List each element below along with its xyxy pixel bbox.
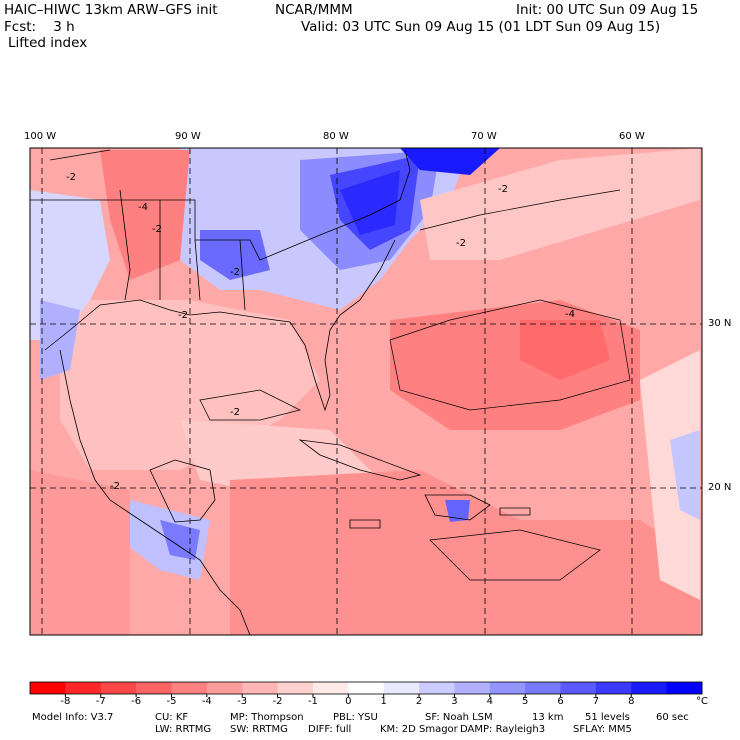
colorbar-swatch <box>348 682 385 694</box>
forecast-hour: Fcst: 3 h <box>4 19 75 35</box>
colorbar-swatch <box>65 682 102 694</box>
contour-label: -2 <box>152 224 162 235</box>
valid-time: Valid: 03 UTC Sun 09 Aug 15 (01 LDT Sun … <box>301 19 661 35</box>
colorbar-tick-label: 3 <box>451 696 458 707</box>
footer-timestep: 60 sec <box>656 712 689 723</box>
colorbar-tick-label: 2 <box>415 696 423 707</box>
contour-label: -2 <box>110 481 120 492</box>
colorbar-tick-label: 0 <box>345 696 352 707</box>
footer-sw: SW: RRTMG <box>230 724 288 735</box>
organization: NCAR/MMM <box>275 2 353 18</box>
colorbar-swatch <box>560 682 597 694</box>
colorbar-swatch <box>489 682 526 694</box>
footer-sflay: SFLAY: MM5 <box>573 724 632 735</box>
colorbar-swatch <box>206 682 243 694</box>
contour-label-group: -2 -4 -2 -2 -2 -2 -2 -4 -2 -2 <box>66 172 575 492</box>
colorbar-tick-label: -6 <box>131 696 142 707</box>
contour-lines <box>49 149 631 581</box>
contour-label: -2 <box>456 238 466 249</box>
colorbar-tick-label: -5 <box>166 696 177 707</box>
footer-diff: DIFF: full <box>308 724 352 735</box>
colorbar-tick-label: -1 <box>307 696 318 707</box>
contour-label: -4 <box>138 202 148 213</box>
colorbar-swatch <box>277 682 314 694</box>
contour-label: -2 <box>66 172 76 183</box>
colorbar-tick-label: 5 <box>521 696 529 707</box>
colorbar-swatch <box>312 682 349 694</box>
colorbar-swatch <box>631 682 668 694</box>
lon-label: 80 W <box>323 131 349 142</box>
contour-label: -2 <box>230 267 240 278</box>
colorbar-unit: °C <box>696 696 708 707</box>
colorbar-swatch <box>171 682 208 694</box>
colorbar-tick-label: 4 <box>486 696 493 707</box>
contour-label: -2 <box>230 407 240 418</box>
footer-damp: DAMP: Rayleigh3 <box>460 724 546 735</box>
colorbar-swatch <box>383 682 420 694</box>
lon-label: 60 W <box>619 131 645 142</box>
lon-label: 90 W <box>175 131 201 142</box>
colorbar-swatch <box>525 682 562 694</box>
lon-label: 100 W <box>24 131 57 142</box>
contour-label: -2 <box>178 310 188 321</box>
footer-cu: CU: KF <box>155 712 189 723</box>
footer-model-info: Model Info: V3.7 <box>32 712 114 723</box>
colorbar-swatch <box>30 682 66 694</box>
colorbar <box>29 681 703 697</box>
coastlines <box>30 149 531 635</box>
lat-lon-grid <box>30 148 702 635</box>
footer-km: KM: 2D Smagor <box>380 724 458 735</box>
contour-label: -2 <box>498 184 508 195</box>
lat-label: 20 N <box>708 482 732 493</box>
colorbar-tick-label: -2 <box>272 696 283 707</box>
footer-sf: SF: Noah LSM <box>425 712 493 723</box>
field-name: Lifted index <box>8 35 88 51</box>
lat-label: 30 N <box>708 318 732 329</box>
colorbar-swatch <box>100 682 137 694</box>
footer-lw: LW: RRTMG <box>155 724 212 735</box>
map-fill <box>30 148 702 635</box>
colorbar-tick-label: -8 <box>60 696 71 707</box>
colorbar-swatch <box>419 682 455 694</box>
colorbar-swatch <box>242 682 279 694</box>
colorbar-frame <box>29 681 703 695</box>
init-time: Init: 00 UTC Sun 09 Aug 15 <box>516 2 699 18</box>
footer-levels: 51 levels <box>585 712 630 723</box>
colorbar-swatch <box>595 682 632 694</box>
footer-resolution: 13 km <box>532 712 564 723</box>
colorbar-tick-label: -4 <box>201 696 212 707</box>
lon-label: 70 W <box>471 131 497 142</box>
colorbar-swatch <box>136 682 172 694</box>
colorbar-tick-label: 7 <box>592 696 600 707</box>
colorbar-tick-label: -7 <box>95 696 106 707</box>
colorbar-tick-label: 1 <box>380 696 387 707</box>
colorbar-tick-label: -3 <box>237 696 248 707</box>
colorbar-tick-label: 8 <box>628 696 635 707</box>
footer-pbl: PBL: YSU <box>333 712 378 723</box>
contour-label: -4 <box>565 309 575 320</box>
colorbar-tick-label: 6 <box>557 696 564 707</box>
model-title: HAIC–HIWC 13km ARW–GFS init <box>4 2 218 18</box>
footer-mp: MP: Thompson <box>230 712 304 723</box>
colorbar-swatch <box>454 682 491 694</box>
colorbar-swatch <box>666 682 703 694</box>
map-frame <box>29 147 703 636</box>
